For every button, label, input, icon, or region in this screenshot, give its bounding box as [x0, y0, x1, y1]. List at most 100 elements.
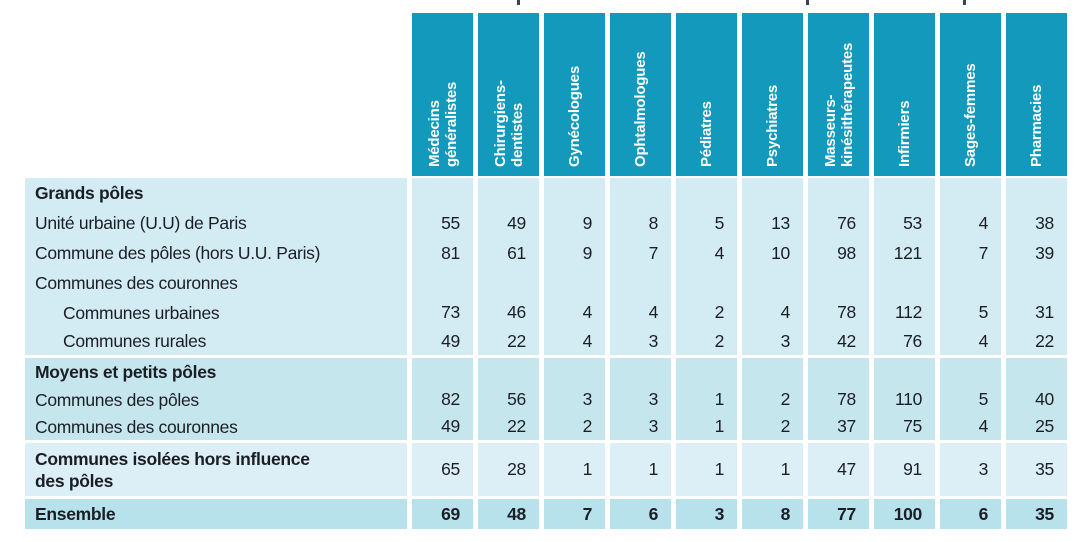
data-cell: 2 [737, 386, 803, 413]
row-label: Grands pôles [25, 178, 407, 208]
data-cell: 110 [869, 386, 935, 413]
data-cell: 1 [671, 413, 737, 440]
table-row: Ensemble 69 48 7 6 3 8 77 100 6 35 [25, 496, 1067, 529]
table-row: Communes des couronnes [25, 268, 1067, 298]
column-header-label: Sages-femmes [962, 63, 979, 168]
data-cell: 35 [1001, 496, 1067, 529]
data-cell: 2 [737, 413, 803, 440]
row-label: Moyens et petits pôles [25, 355, 407, 386]
data-cell [803, 178, 869, 208]
data-cell: 4 [671, 238, 737, 268]
data-cell: 48 [473, 496, 539, 529]
table-header: Médecins généralistes Chirurgiens- dentis… [25, 13, 1067, 178]
table-row: Communes des pôles 82 56 3 3 1 2 78 110 5 40 [25, 386, 1067, 413]
column-header-label: Psychiatres [764, 84, 781, 167]
data-cell: 77 [803, 496, 869, 529]
column-header: Gynécologues [539, 13, 605, 178]
data-cell: 25 [1001, 413, 1067, 440]
row-label: Communes des pôles [25, 386, 407, 413]
data-cell: 7 [935, 238, 1001, 268]
column-header: Chirurgiens- dentistes [473, 13, 539, 178]
table-row: Communes urbaines 73 46 4 4 2 4 78 112 5 31 [25, 298, 1067, 327]
cropped-text-artifact [517, 0, 520, 5]
data-cell [605, 178, 671, 208]
data-cell: 1 [605, 440, 671, 496]
data-cell [407, 268, 473, 298]
medical-professionals-table: Médecins généralistes Chirurgiens- dentis… [25, 13, 1067, 529]
data-cell: 82 [407, 386, 473, 413]
data-cell [473, 355, 539, 386]
data-cell [539, 355, 605, 386]
data-cell: 4 [539, 327, 605, 355]
data-cell: 28 [473, 440, 539, 496]
data-cell: 3 [671, 496, 737, 529]
data-cell: 53 [869, 208, 935, 238]
column-header-label: Infirmiers [896, 100, 913, 167]
data-cell: 5 [935, 386, 1001, 413]
column-header: Pharmacies [1001, 13, 1067, 178]
column-header-label: Chirurgiens- dentistes [491, 80, 526, 167]
data-cell: 9 [539, 238, 605, 268]
table-row: Moyens et petits pôles [25, 355, 1067, 386]
data-cell [869, 178, 935, 208]
column-header: Masseurs- kinésithérapeutes [803, 13, 869, 178]
row-label: Commune des pôles (hors U.U. Paris) [25, 238, 407, 268]
data-cell: 39 [1001, 238, 1067, 268]
data-cell: 1 [737, 440, 803, 496]
data-cell [539, 178, 605, 208]
column-header: Ophtalmologues [605, 13, 671, 178]
column-header: Médecins généralistes [407, 13, 473, 178]
data-cell: 13 [737, 208, 803, 238]
data-cell: 49 [473, 208, 539, 238]
data-cell [605, 355, 671, 386]
data-cell: 1 [671, 386, 737, 413]
table-body: Grands pôles Unité urbaine (U.U) de Paris… [25, 178, 1067, 529]
data-cell [737, 268, 803, 298]
data-cell [935, 268, 1001, 298]
row-label: Communes isolées hors influence des pôle… [25, 440, 407, 496]
data-cell: 91 [869, 440, 935, 496]
data-cell: 76 [803, 208, 869, 238]
data-cell [803, 268, 869, 298]
data-cell [1001, 355, 1067, 386]
data-cell: 37 [803, 413, 869, 440]
data-cell: 22 [473, 327, 539, 355]
data-cell: 3 [935, 440, 1001, 496]
data-cell: 3 [737, 327, 803, 355]
data-cell [407, 178, 473, 208]
data-cell: 31 [1001, 298, 1067, 327]
data-cell [671, 178, 737, 208]
data-cell: 4 [935, 413, 1001, 440]
table-row: Communes isolées hors influence des pôle… [25, 440, 1067, 496]
data-cell: 4 [605, 298, 671, 327]
data-cell: 61 [473, 238, 539, 268]
data-cell [935, 355, 1001, 386]
data-cell [737, 355, 803, 386]
data-cell: 46 [473, 298, 539, 327]
data-cell [407, 355, 473, 386]
cropped-text-artifact [963, 0, 966, 5]
cropped-text-artifact [806, 0, 809, 5]
data-cell: 98 [803, 238, 869, 268]
data-cell: 3 [539, 386, 605, 413]
data-cell: 81 [407, 238, 473, 268]
data-cell: 1 [539, 440, 605, 496]
column-header: Infirmiers [869, 13, 935, 178]
row-label: Communes des couronnes [25, 268, 407, 298]
column-header-label: Médecins généralistes [425, 81, 460, 167]
data-cell: 4 [935, 327, 1001, 355]
data-cell: 112 [869, 298, 935, 327]
column-header: Sages-femmes [935, 13, 1001, 178]
data-cell: 3 [605, 386, 671, 413]
data-cell: 35 [1001, 440, 1067, 496]
data-cell: 2 [539, 413, 605, 440]
data-cell [671, 268, 737, 298]
data-cell [935, 178, 1001, 208]
data-cell [737, 178, 803, 208]
data-cell [803, 355, 869, 386]
data-cell: 6 [935, 496, 1001, 529]
data-cell: 22 [1001, 327, 1067, 355]
data-cell: 75 [869, 413, 935, 440]
column-header-label: Gynécologues [566, 66, 583, 167]
data-cell: 42 [803, 327, 869, 355]
